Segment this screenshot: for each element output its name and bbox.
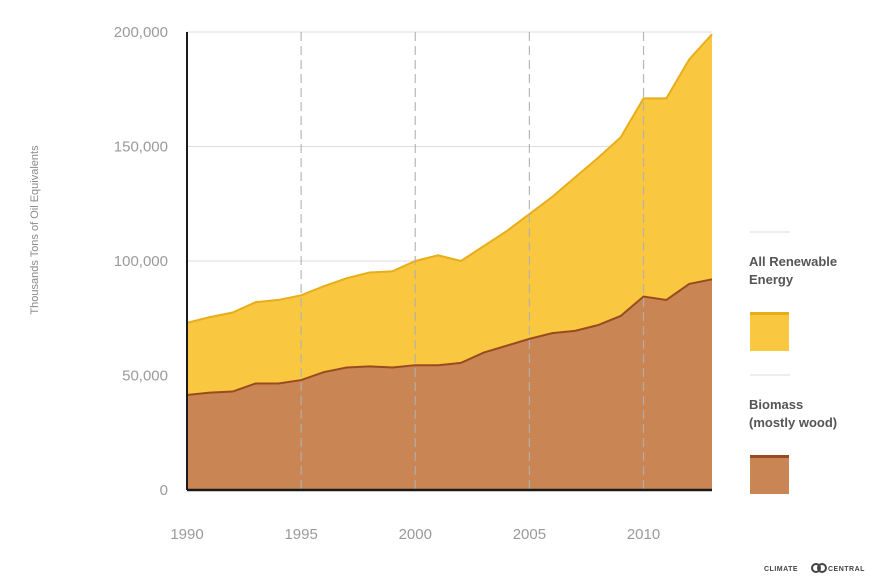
legend-swatch [750, 312, 789, 351]
y-tick-label: 150,000 [114, 139, 168, 156]
area-layer [186, 33, 713, 490]
vertical-grid [300, 32, 645, 490]
climate-central-logo: CLIMATE CENTRAL [764, 563, 865, 573]
x-tick-label: 2010 [627, 526, 660, 543]
logo-mark-right [817, 563, 827, 573]
legend-label: (mostly wood) [749, 415, 837, 430]
x-tick-label: 1995 [284, 526, 317, 543]
legend-label: Energy [749, 272, 794, 287]
legend-label: Biomass [749, 397, 803, 412]
axes [186, 32, 712, 492]
y-tick-label: 200,000 [114, 24, 168, 41]
logo-text-left: CLIMATE [764, 566, 798, 573]
legend-swatch [750, 455, 789, 494]
legend: All Renewable Energy Biomass (mostly wood) [749, 231, 837, 494]
series-line-all-renewable [186, 33, 713, 324]
logo-text-right: CENTRAL [828, 566, 865, 573]
x-tick-label: 2000 [399, 526, 432, 543]
series-line-biomass [186, 278, 713, 396]
series-area-biomass [187, 279, 712, 490]
y-tick-labels: 0 50,000 100,000 150,000 200,000 [114, 24, 168, 499]
logo-mark-left [811, 563, 821, 573]
y-tick-label: 0 [160, 482, 168, 499]
x-tick-label: 1990 [170, 526, 203, 543]
legend-label: All Renewable [749, 254, 837, 269]
legend-swatch-edge [750, 455, 789, 458]
y-tick-label: 50,000 [122, 368, 168, 385]
x-tick-labels: 1990 1995 2000 2005 2010 [170, 526, 660, 543]
y-tick-label: 100,000 [114, 253, 168, 270]
x-tick-label: 2005 [513, 526, 546, 543]
legend-swatch-edge [750, 312, 789, 315]
y-axis-label: Thousands Tons of Oil Equivalents [29, 145, 41, 315]
